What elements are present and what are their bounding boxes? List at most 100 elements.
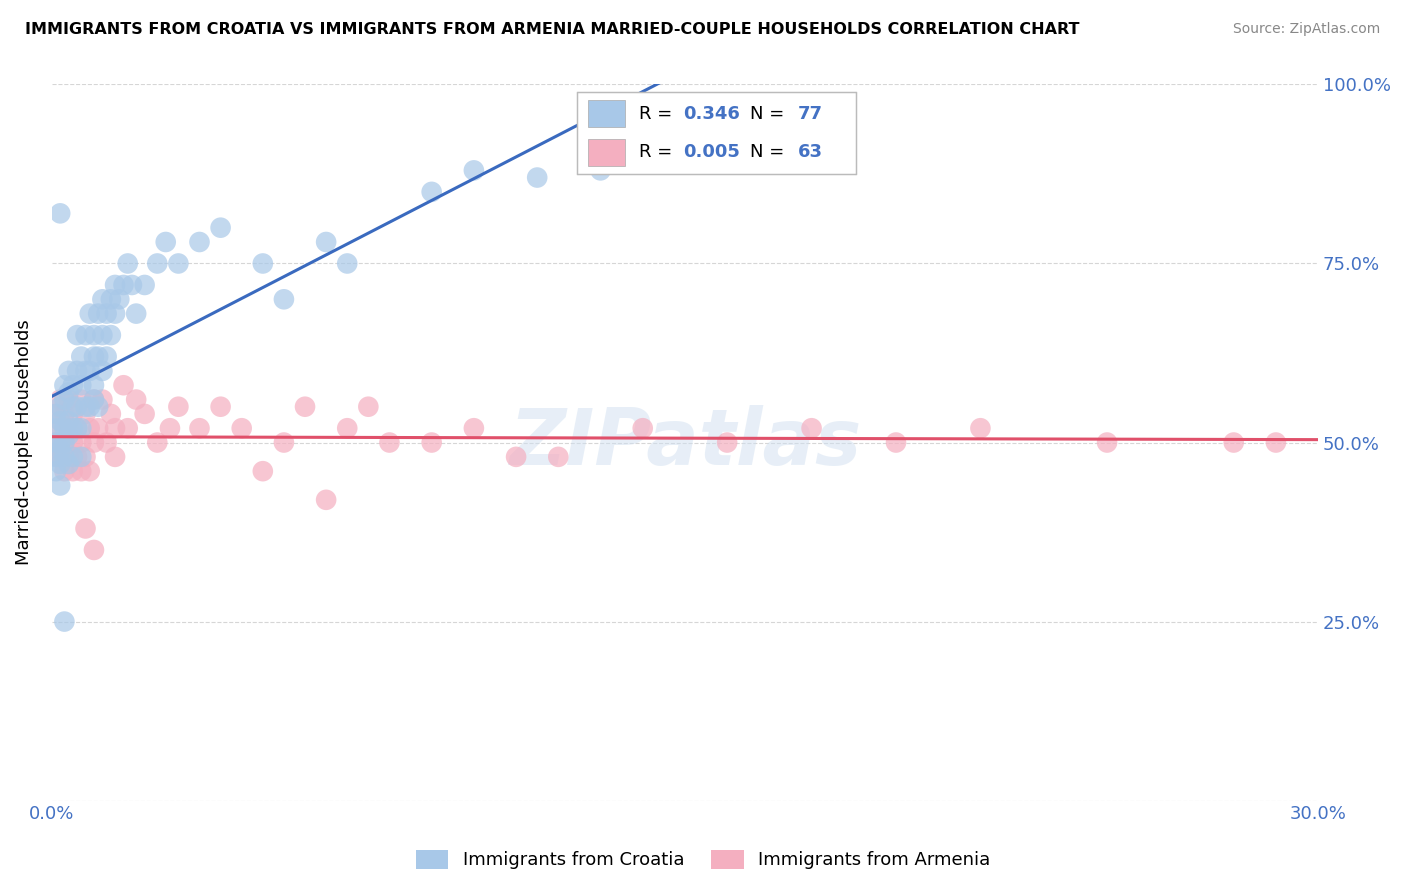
Point (91, 392, 114, 407)
Point (589, 163, 612, 178)
Point (252, 464, 274, 478)
Point (75, 521, 97, 535)
Point (49, 450, 72, 464)
Point (75, 407, 97, 421)
Point (45, 435, 67, 450)
Point (53, 421, 76, 435)
Point (104, 307, 127, 321)
Point (188, 235, 211, 249)
Point (209, 400, 232, 414)
Point (62, 407, 84, 421)
Point (45, 450, 67, 464)
Point (79, 400, 101, 414)
Point (75, 400, 97, 414)
Point (159, 421, 181, 435)
Point (66, 364, 89, 378)
Point (62, 421, 84, 435)
Point (79, 464, 101, 478)
Point (1264, 435, 1286, 450)
Text: Source: ZipAtlas.com: Source: ZipAtlas.com (1233, 22, 1381, 37)
Point (463, 163, 485, 178)
Point (209, 220, 232, 235)
Point (96, 435, 118, 450)
Point (83, 543, 105, 558)
Point (188, 421, 211, 435)
Point (62, 435, 84, 450)
Point (53, 450, 76, 464)
Point (146, 435, 169, 450)
Point (716, 435, 738, 450)
Point (315, 235, 337, 249)
Point (146, 256, 169, 270)
Legend: Immigrants from Croatia, Immigrants from Armenia: Immigrants from Croatia, Immigrants from… (406, 841, 1000, 879)
Point (83, 328, 105, 343)
Point (58, 414, 80, 428)
Point (87, 307, 110, 321)
Point (155, 235, 177, 249)
Text: ZIPatlas: ZIPatlas (509, 405, 860, 481)
Point (70, 350, 93, 364)
Point (252, 256, 274, 270)
Point (1095, 435, 1118, 450)
Point (91, 328, 114, 343)
Point (420, 435, 443, 450)
Point (884, 435, 907, 450)
Y-axis label: Married-couple Households: Married-couple Households (15, 319, 32, 566)
Point (45, 464, 67, 478)
Point (673, 149, 696, 163)
Point (58, 421, 80, 435)
Point (104, 421, 127, 435)
Point (62, 450, 84, 464)
Point (53, 378, 76, 392)
Point (62, 400, 84, 414)
Text: IMMIGRANTS FROM CROATIA VS IMMIGRANTS FROM ARMENIA MARRIED-COUPLE HOUSEHOLDS COR: IMMIGRANTS FROM CROATIA VS IMMIGRANTS FR… (25, 22, 1080, 37)
Point (231, 421, 253, 435)
Point (45, 435, 67, 450)
Point (125, 392, 148, 407)
Point (53, 407, 76, 421)
Point (70, 435, 93, 450)
Point (112, 277, 135, 292)
Point (83, 378, 105, 392)
Point (378, 435, 401, 450)
Point (79, 364, 101, 378)
Point (49, 414, 72, 428)
Point (75, 328, 97, 343)
Point (49, 392, 72, 407)
Point (49, 442, 72, 457)
Point (83, 435, 105, 450)
Point (336, 421, 359, 435)
Point (79, 307, 101, 321)
Point (134, 407, 156, 421)
Point (96, 307, 118, 321)
Point (58, 385, 80, 400)
Point (70, 450, 93, 464)
Point (420, 185, 443, 199)
Point (58, 428, 80, 442)
Point (66, 328, 89, 343)
Point (83, 350, 105, 364)
Point (45, 421, 67, 435)
Point (134, 277, 156, 292)
Point (58, 392, 80, 407)
Point (100, 293, 122, 307)
Point (75, 364, 97, 378)
Point (505, 450, 527, 464)
Point (83, 392, 105, 407)
Point (70, 378, 93, 392)
Point (66, 450, 89, 464)
Point (66, 400, 89, 414)
Point (53, 615, 76, 629)
Point (62, 464, 84, 478)
Point (91, 293, 114, 307)
Point (96, 350, 118, 364)
Point (49, 457, 72, 471)
Point (273, 435, 295, 450)
Point (91, 364, 114, 378)
Point (117, 256, 139, 270)
Point (547, 450, 569, 464)
Point (45, 450, 67, 464)
Point (104, 450, 127, 464)
Point (58, 364, 80, 378)
Point (53, 392, 76, 407)
